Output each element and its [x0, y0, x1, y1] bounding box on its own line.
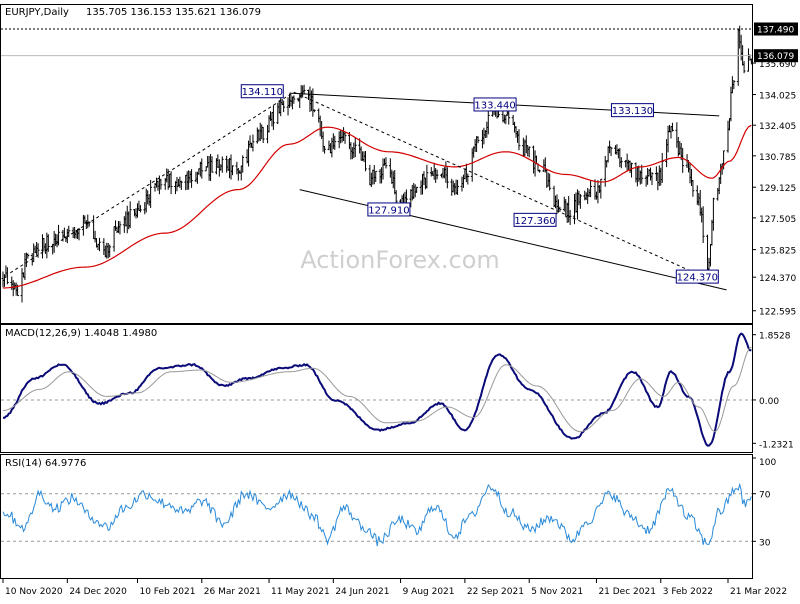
x-tick-label: 24 Dec 2020 — [69, 587, 127, 597]
annotation-box — [240, 84, 284, 99]
price-y-tick-label: 134.025 — [759, 92, 796, 102]
price-layer — [1, 25, 753, 303]
annotation-label: 134.110 — [242, 87, 283, 98]
chart-header-symbol: EURJPY,Daily — [5, 7, 69, 18]
macd-y-tick-label: -1.2321 — [759, 440, 794, 450]
macd-y-tick-label: 1.8528 — [759, 332, 791, 342]
x-tick-label: 11 May 2021 — [271, 587, 330, 597]
macd-y-tick-label: 0.00 — [759, 397, 779, 407]
x-tick-label: 24 Jun 2021 — [335, 587, 389, 597]
rsi-y-tick-label: 100 — [759, 458, 776, 468]
rsi-y-tick-label: 30 — [759, 538, 771, 548]
price-y-tick-label: 132.405 — [759, 122, 796, 132]
x-tick-label: 22 Sep 2021 — [467, 587, 524, 597]
rsi-panel-frame — [0, 454, 753, 579]
annotation-label: 127.360 — [514, 216, 555, 227]
moving-average-line — [2, 124, 752, 289]
macd-panel-frame — [0, 324, 753, 453]
label-layer: 134.110 133.440 133.130 127.910 127.360 124.3… — [240, 84, 719, 284]
axis-layer: 122.595 124.370 125.825 127.505 129.125 130.7… — [2, 22, 798, 597]
price-y-tick-label: 122.595 — [759, 308, 796, 318]
price-y-tick-label: 130.785 — [759, 153, 796, 163]
x-tick-label: 21 Mar 2022 — [730, 587, 787, 597]
chart-header-ohlc: 135.705 136.153 135.621 136.079 — [86, 7, 261, 18]
downtrend-dashed-line — [293, 91, 704, 278]
annotation-box — [367, 202, 411, 217]
x-tick-label: 21 Dec 2021 — [598, 587, 656, 597]
price-y-tick-label: 124.370 — [759, 274, 796, 284]
macd-layer — [1, 332, 752, 447]
annotation-label: 133.130 — [612, 106, 653, 117]
rsi-y-tick-label: 70 — [759, 491, 771, 501]
x-tick-label: 3 Feb 2022 — [663, 587, 713, 597]
price-y-tick-label: 129.125 — [759, 184, 796, 194]
current-price-box — [754, 49, 798, 63]
signal-line — [2, 346, 752, 433]
uptrend-dashed-line — [10, 91, 295, 274]
annotation-box — [610, 103, 654, 118]
x-tick-label: 26 Mar 2021 — [204, 587, 261, 597]
annotation-label: 124.370 — [677, 273, 718, 284]
rsi-line — [2, 482, 752, 547]
watermark: ActionForex.com — [300, 246, 500, 274]
annotation-box — [473, 97, 517, 112]
annotation-label: 133.440 — [474, 100, 515, 111]
rsi-layer — [1, 482, 752, 547]
annotation-box — [675, 269, 719, 284]
recent-high-box — [754, 22, 798, 36]
x-tick-label: 9 Aug 2021 — [403, 587, 455, 597]
x-tick-label: 5 Nov 2021 — [531, 587, 583, 597]
recent-high-label: 137.490 — [757, 25, 794, 35]
annotation-label: 127.910 — [368, 205, 409, 216]
price-y-tick-label: 127.505 — [759, 215, 796, 225]
price-y-tick-label: 125.825 — [759, 247, 796, 257]
panel-frames — [0, 4, 753, 579]
current-price-label: 136.079 — [757, 52, 794, 62]
x-tick-label: 10 Feb 2021 — [139, 587, 195, 597]
rsi-title: RSI(14) 64.9776 — [5, 458, 86, 469]
macd-title: MACD(12,26,9) 1.4048 1.4980 — [5, 328, 157, 339]
annotation-box — [513, 212, 557, 227]
price-y-tick-label: 135.690 — [759, 60, 796, 70]
x-tick-label: 10 Nov 2020 — [5, 587, 63, 597]
price-panel-frame — [0, 4, 753, 324]
